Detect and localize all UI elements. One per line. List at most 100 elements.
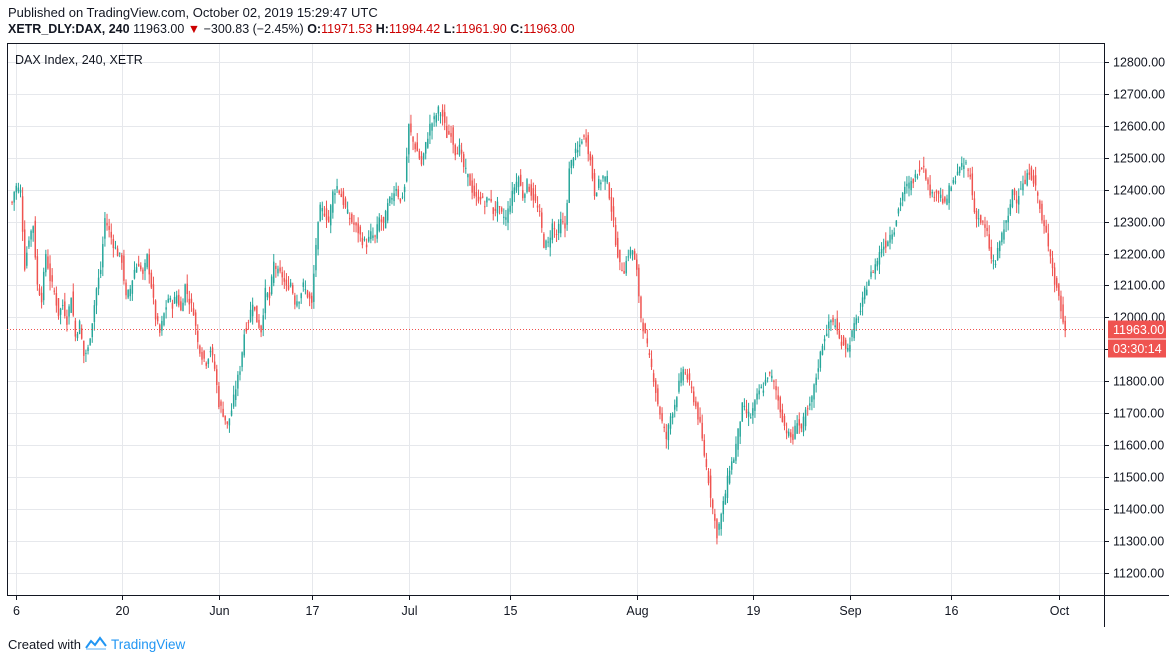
candle-body	[819, 351, 822, 368]
candle-body	[203, 350, 205, 359]
candle-body	[992, 259, 995, 262]
candle-body	[287, 285, 290, 290]
candle-body	[13, 191, 15, 203]
candle-body	[80, 328, 83, 339]
candle-body	[859, 311, 862, 313]
candle-body	[83, 340, 85, 356]
candle-body	[1039, 200, 1041, 209]
candle-body	[555, 233, 558, 235]
countdown-badge-bg	[1108, 339, 1166, 358]
candle-body	[332, 191, 334, 213]
candle-body	[861, 297, 864, 307]
candle-body	[148, 254, 150, 275]
candle-body	[1026, 173, 1028, 186]
candle-body	[448, 130, 450, 135]
time-axis[interactable]: 6 20 Jun 17 Jul 15 Aug 19 Sep 16 Oct	[13, 595, 1070, 618]
candle-body	[986, 227, 988, 232]
time-tick-label: 15	[504, 604, 518, 618]
candle-body	[726, 475, 729, 498]
candle-body	[730, 461, 733, 470]
symbol-label: XETR_DLY:DAX, 240	[8, 22, 130, 36]
candle-body	[965, 162, 967, 164]
candle-body	[918, 169, 921, 172]
candle-body	[697, 402, 699, 420]
tradingview-brand-link[interactable]: TradingView	[110, 637, 186, 652]
candle-body	[45, 254, 47, 273]
candle-body	[718, 523, 720, 530]
candle-body	[958, 166, 961, 173]
candle-body	[764, 379, 767, 385]
candle-body	[773, 380, 775, 382]
candle-body	[857, 318, 860, 320]
candle-body	[323, 213, 326, 216]
candlestick-chart[interactable]: 11200.00 11300.00 11400.00 11500.00 11600.00…	[7, 43, 1169, 627]
candle-body	[201, 351, 203, 360]
candle-body	[568, 168, 570, 203]
candle-body	[709, 475, 712, 498]
price-axis[interactable]: 11200.00 11300.00 11400.00 11500.00 11600.00…	[1104, 56, 1165, 581]
candle-body	[897, 208, 900, 214]
candle-body	[266, 293, 269, 298]
candle-body	[994, 263, 997, 265]
candle-body	[967, 169, 969, 171]
candle-body	[51, 275, 53, 282]
candle-body	[40, 292, 43, 303]
candle-body	[589, 153, 592, 161]
candle-body	[688, 373, 691, 381]
candle-body	[380, 219, 383, 222]
time-tick-label: Sep	[839, 604, 861, 618]
candle-body	[758, 390, 760, 395]
candle-body	[661, 413, 663, 422]
candle-body	[847, 347, 849, 351]
candle-body	[433, 116, 435, 120]
candle-body	[971, 173, 974, 196]
time-tick-label: 17	[306, 604, 320, 618]
candle-body	[1020, 188, 1022, 190]
candle-body	[547, 241, 549, 243]
candle-body	[363, 239, 366, 241]
chart-container[interactable]: 11200.00 11300.00 11400.00 11500.00 11600.00…	[7, 43, 1169, 627]
tradingview-logo-icon[interactable]	[85, 636, 107, 653]
candle-body	[213, 361, 216, 369]
candle-body	[598, 179, 600, 188]
candle-body	[777, 395, 779, 401]
candle-body	[370, 231, 372, 240]
candle-body	[175, 295, 178, 304]
candle-body	[838, 330, 841, 339]
candle-body	[889, 234, 891, 243]
candle-body	[403, 186, 406, 193]
candle-body	[593, 173, 596, 197]
candle-body	[526, 179, 528, 193]
candle-body	[532, 188, 535, 201]
candle-body	[296, 301, 298, 306]
candle-body	[644, 323, 646, 334]
candle-body	[104, 218, 106, 239]
candle-body	[1015, 199, 1018, 204]
candle-body	[367, 236, 370, 242]
candle-body	[473, 185, 475, 196]
candle-body	[762, 390, 765, 393]
candle-body	[211, 347, 214, 356]
candle-body	[74, 320, 77, 337]
candle-body	[623, 270, 625, 274]
candle-body	[197, 330, 199, 343]
candle-body	[144, 262, 146, 272]
close-value: 11963.00	[523, 22, 575, 36]
candle-body	[606, 176, 608, 183]
candle-body	[901, 193, 904, 201]
candle-body	[486, 197, 488, 203]
candle-body	[450, 133, 452, 137]
candle-body	[405, 156, 408, 182]
candle-body	[711, 499, 714, 509]
candle-body	[243, 334, 245, 356]
candle-body	[904, 186, 906, 195]
candle-body	[471, 180, 473, 193]
candle-body	[235, 389, 237, 401]
candle-body	[57, 298, 60, 317]
candle-body	[849, 345, 851, 352]
candle-body	[642, 322, 644, 332]
candle-body	[137, 263, 140, 267]
candle-body	[517, 177, 520, 188]
candle-body	[452, 127, 454, 145]
candle-body	[106, 223, 108, 226]
